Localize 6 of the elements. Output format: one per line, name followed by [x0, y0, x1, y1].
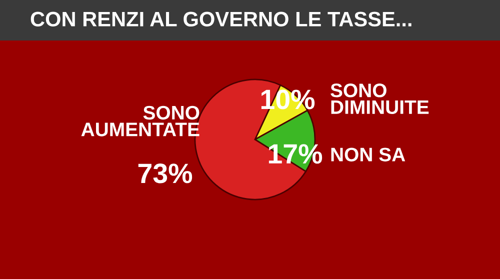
slice-label: SONO DIMINUITE	[330, 84, 429, 114]
slice-label: NON SA	[331, 148, 406, 162]
slice-label: SONO AUMENTATE	[81, 106, 200, 136]
data-label: 10%	[261, 90, 315, 110]
chart-title: CON RENZI AL GOVERNO LE TASSE...	[30, 12, 412, 27]
data-label: 73%	[138, 164, 192, 184]
